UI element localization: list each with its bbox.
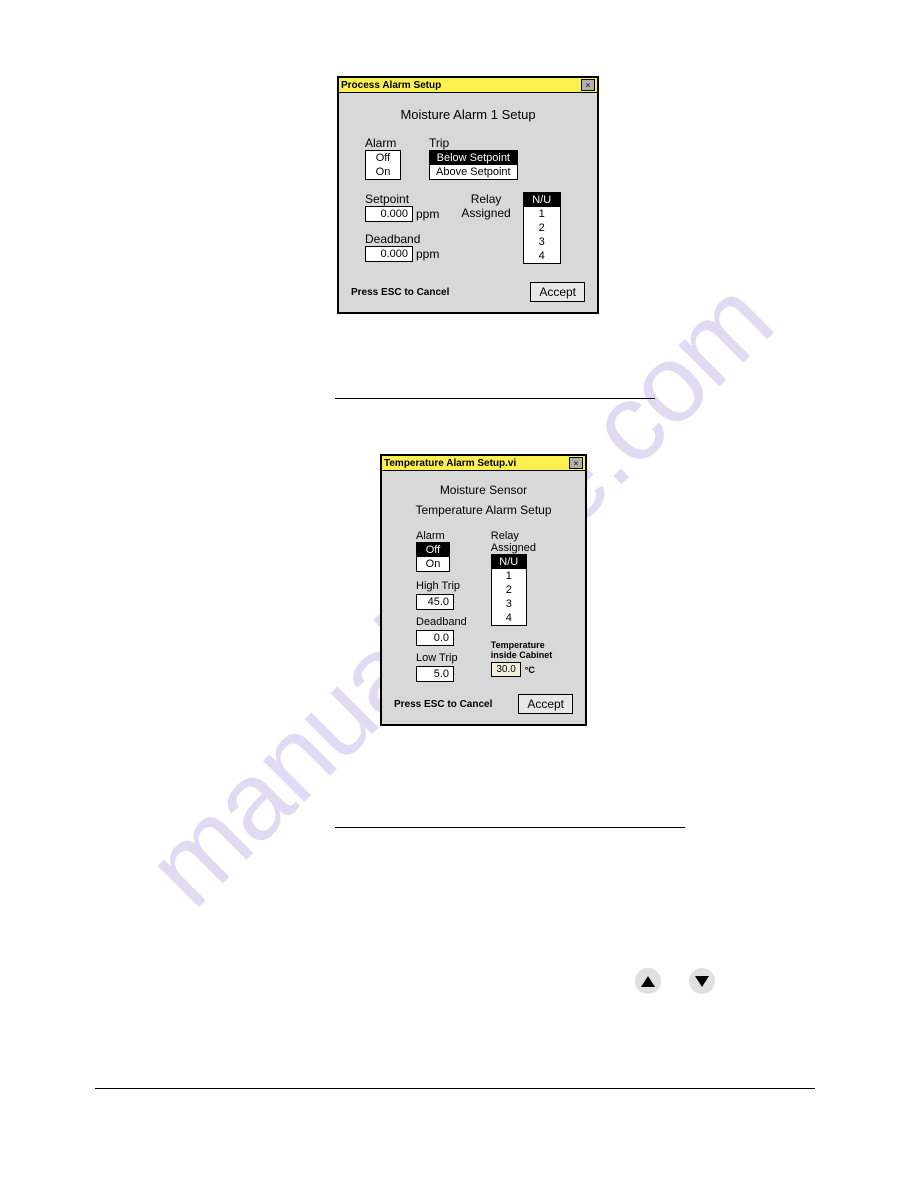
deadband-input[interactable]: 0.000 — [365, 246, 413, 262]
setpoint-input[interactable]: 0.000 — [365, 206, 413, 222]
arrow-down-icon[interactable] — [689, 968, 715, 994]
deadband-label: Deadband — [365, 232, 439, 246]
list-item[interactable]: Below Setpoint — [430, 151, 517, 165]
list-item[interactable]: Off — [417, 543, 449, 557]
page-rule — [95, 1088, 815, 1089]
list-item[interactable]: 1 — [492, 569, 526, 583]
list-item[interactable]: On — [366, 165, 400, 179]
relay-label: Relay — [461, 192, 510, 206]
accept-button[interactable]: Accept — [518, 694, 573, 714]
relay-label2: Assigned — [461, 206, 510, 220]
titlebar: Process Alarm Setup × — [339, 78, 597, 93]
list-item[interactable]: N/U — [492, 555, 526, 569]
close-icon[interactable]: × — [569, 457, 583, 469]
arrow-up-icon[interactable] — [635, 968, 661, 994]
temp-value: 30.0 — [491, 662, 521, 677]
process-alarm-dialog: Process Alarm Setup × Moisture Alarm 1 S… — [337, 76, 599, 314]
accept-button[interactable]: Accept — [530, 282, 585, 302]
alarm-listbox[interactable]: Off On — [416, 542, 450, 572]
list-item[interactable]: 4 — [524, 249, 560, 263]
divider — [335, 827, 685, 828]
close-icon[interactable]: × — [581, 79, 595, 91]
list-item[interactable]: N/U — [524, 193, 560, 207]
relay-label: Relay — [491, 530, 553, 542]
relay-listbox[interactable]: N/U 1 2 3 4 — [491, 554, 527, 626]
deadband-input[interactable]: 0.0 — [416, 630, 454, 646]
list-item[interactable]: 3 — [492, 597, 526, 611]
divider — [335, 398, 655, 399]
alarm-label: Alarm — [365, 136, 401, 150]
low-trip-label: Low Trip — [416, 652, 467, 664]
relay-label2: Assigned — [491, 542, 553, 554]
temperature-alarm-dialog: Temperature Alarm Setup.vi × Moisture Se… — [380, 454, 587, 726]
list-item[interactable]: Above Setpoint — [430, 165, 517, 179]
relay-listbox[interactable]: N/U 1 2 3 4 — [523, 192, 561, 264]
high-trip-label: High Trip — [416, 580, 467, 592]
list-item[interactable]: On — [417, 557, 449, 571]
titlebar: Temperature Alarm Setup.vi × — [382, 456, 585, 471]
list-item[interactable]: 1 — [524, 207, 560, 221]
alarm-label: Alarm — [416, 530, 467, 542]
list-item[interactable]: Off — [366, 151, 400, 165]
list-item[interactable]: 4 — [492, 611, 526, 625]
list-item[interactable]: 2 — [492, 583, 526, 597]
alarm-listbox[interactable]: Off On — [365, 150, 401, 180]
deadband-unit: ppm — [416, 247, 439, 261]
dialog-heading-1: Moisture Sensor — [394, 483, 573, 499]
trip-listbox[interactable]: Below Setpoint Above Setpoint — [429, 150, 518, 180]
list-item[interactable]: 3 — [524, 235, 560, 249]
low-trip-input[interactable]: 5.0 — [416, 666, 454, 682]
high-trip-input[interactable]: 45.0 — [416, 594, 454, 610]
dialog-heading: Moisture Alarm 1 Setup — [351, 107, 585, 122]
cancel-label: Press ESC to Cancel — [394, 699, 492, 710]
trip-label: Trip — [429, 136, 518, 150]
temp-unit: °C — [525, 665, 535, 675]
nav-arrows — [635, 968, 715, 994]
dialog-title: Temperature Alarm Setup.vi — [384, 458, 516, 469]
deadband-label: Deadband — [416, 616, 467, 628]
setpoint-unit: ppm — [416, 207, 439, 221]
list-item[interactable]: 2 — [524, 221, 560, 235]
dialog-title: Process Alarm Setup — [341, 80, 441, 91]
temp-label2: inside Cabinet — [491, 650, 553, 660]
dialog-heading-2: Temperature Alarm Setup — [394, 503, 573, 519]
cancel-label: Press ESC to Cancel — [351, 287, 449, 298]
setpoint-label: Setpoint — [365, 192, 439, 206]
temp-label1: Temperature — [491, 640, 553, 650]
